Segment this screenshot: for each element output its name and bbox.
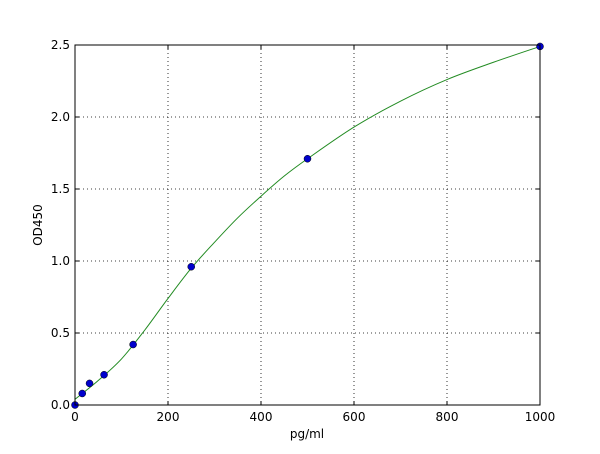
x-tick-label: 400: [250, 410, 273, 424]
x-tick-label: 600: [343, 410, 366, 424]
x-tick-label: 200: [157, 410, 180, 424]
data-point: [303, 155, 312, 163]
y-tick-label: 2.0: [51, 110, 70, 124]
data-point: [85, 379, 94, 388]
x-tick-label: 0: [71, 410, 79, 424]
plot-frame: [74, 44, 541, 406]
y-tick-label: 2.5: [51, 38, 70, 52]
x-tick-label: 800: [436, 410, 459, 424]
data-point: [187, 263, 195, 271]
ticks-group: 0 200 400 600 800 1000 0.0 0.5 1.0 1.5 2.0 2.5: [51, 38, 555, 424]
data-point: [129, 340, 137, 349]
x-axis-label: pg/ml: [290, 427, 324, 441]
data-point: [78, 389, 87, 398]
y-axis-label: OD450: [31, 204, 45, 246]
y-tick-label: 0.0: [51, 398, 70, 412]
plot-area: [75, 45, 540, 405]
data-point: [100, 371, 108, 379]
x-tick-label: 1000: [525, 410, 556, 424]
y-tick-label: 1.5: [51, 182, 70, 196]
y-tick-label: 0.5: [51, 326, 70, 340]
y-tick-label: 1.0: [51, 254, 70, 268]
